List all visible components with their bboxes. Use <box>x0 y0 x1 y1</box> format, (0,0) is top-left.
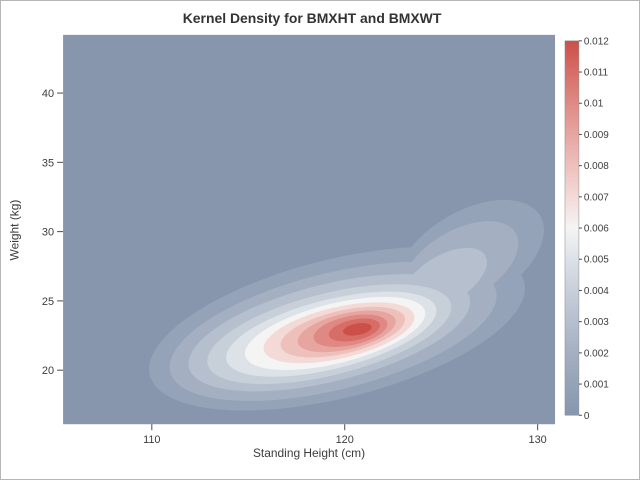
legend-tick-label: 0.001 <box>584 380 609 391</box>
plot-layer <box>63 34 556 425</box>
legend-tick-label: 0.012 <box>584 36 609 47</box>
contour-fills <box>149 199 544 411</box>
axes-layer: 110 120 130 20 25 30 35 40 <box>42 88 547 446</box>
legend-tick-label: 0.007 <box>584 192 609 203</box>
legend-color-bar <box>564 40 580 416</box>
x-tick-label: 110 <box>143 434 160 446</box>
x-axis-label: Standing Height (cm) <box>253 446 365 460</box>
x-tick-label: 130 <box>529 434 547 446</box>
legend-tick-label: 0.003 <box>584 317 609 328</box>
y-tick-label: 25 <box>42 296 54 308</box>
legend-tick-label: 0.008 <box>584 161 609 172</box>
legend-tick-label: 0.011 <box>584 68 609 79</box>
y-tick-label: 40 <box>42 88 54 100</box>
legend-tick-label: 0 <box>584 411 590 422</box>
y-tick-label: 35 <box>42 157 54 169</box>
legend-tick-label: 0.009 <box>584 130 609 141</box>
y-tick-label: 30 <box>42 227 54 239</box>
y-tick-label: 20 <box>42 365 54 377</box>
contour-level-0.012 <box>342 323 372 336</box>
y-axis-label: Weight (kg) <box>7 200 21 261</box>
legend-tick-label: 0.002 <box>584 348 609 359</box>
chart-title: Kernel Density for BMXHT and BMXWT <box>183 10 442 26</box>
legend-tick-label: 0.004 <box>584 286 609 297</box>
legend-tick-label: 0.005 <box>584 255 609 266</box>
legend-tick-label: 0.01 <box>584 99 604 110</box>
legend-tick-label: 0.006 <box>584 224 609 235</box>
color-ramp-legend: 0 0.001 0.002 0.003 0.004 0.005 0.006 0.007 0.00… <box>564 36 609 422</box>
x-tick-label: 120 <box>336 434 354 446</box>
